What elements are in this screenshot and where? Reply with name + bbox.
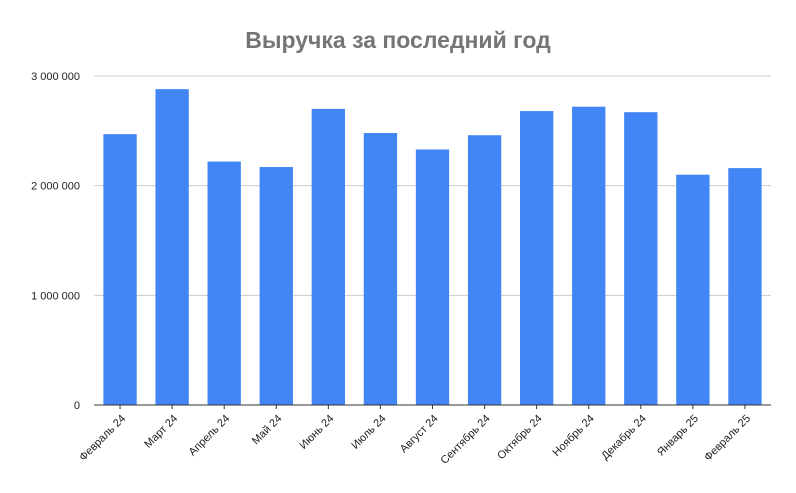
bar-11 [624,112,658,405]
y-tick-label: 3 000 000 [31,71,80,83]
x-tick-label: Май 24 [250,413,285,448]
bar-2 [155,89,189,405]
bar-7 [415,149,450,405]
bar-9 [519,111,554,406]
bar-5 [311,108,346,406]
x-tick-label: Март 24 [142,413,180,451]
bar-10 [572,106,606,405]
x-tick-label: Октябрь 24 [495,413,544,462]
x-tick-label: Февраль 24 [77,413,128,464]
bar-8 [467,135,502,405]
x-tick-label: Январь 25 [655,413,701,459]
x-tick-label: Август 24 [398,413,441,456]
x-tick-label: Ноябрь 24 [551,413,597,459]
bar-12 [676,174,710,405]
y-tick-label: 0 [74,400,80,412]
x-tick-label: Декабрь 24 [599,413,649,463]
x-tick-label: Июль 24 [349,413,388,452]
y-tick-label: 2 000 000 [31,181,80,193]
y-tick-label: 1 000 000 [31,290,80,302]
bar-3 [207,161,241,405]
x-tick-label: Сентябрь 24 [439,413,493,467]
x-tick-label: Апрель 24 [187,413,233,459]
bar-13 [728,168,762,405]
x-tick-label: Февраль 25 [702,413,753,464]
bar-6 [363,133,398,405]
bar-4 [259,167,293,405]
bar-1 [103,134,137,405]
chart-title: Выручка за последний год [245,27,551,53]
x-tick-label: Июнь 24 [297,413,336,452]
